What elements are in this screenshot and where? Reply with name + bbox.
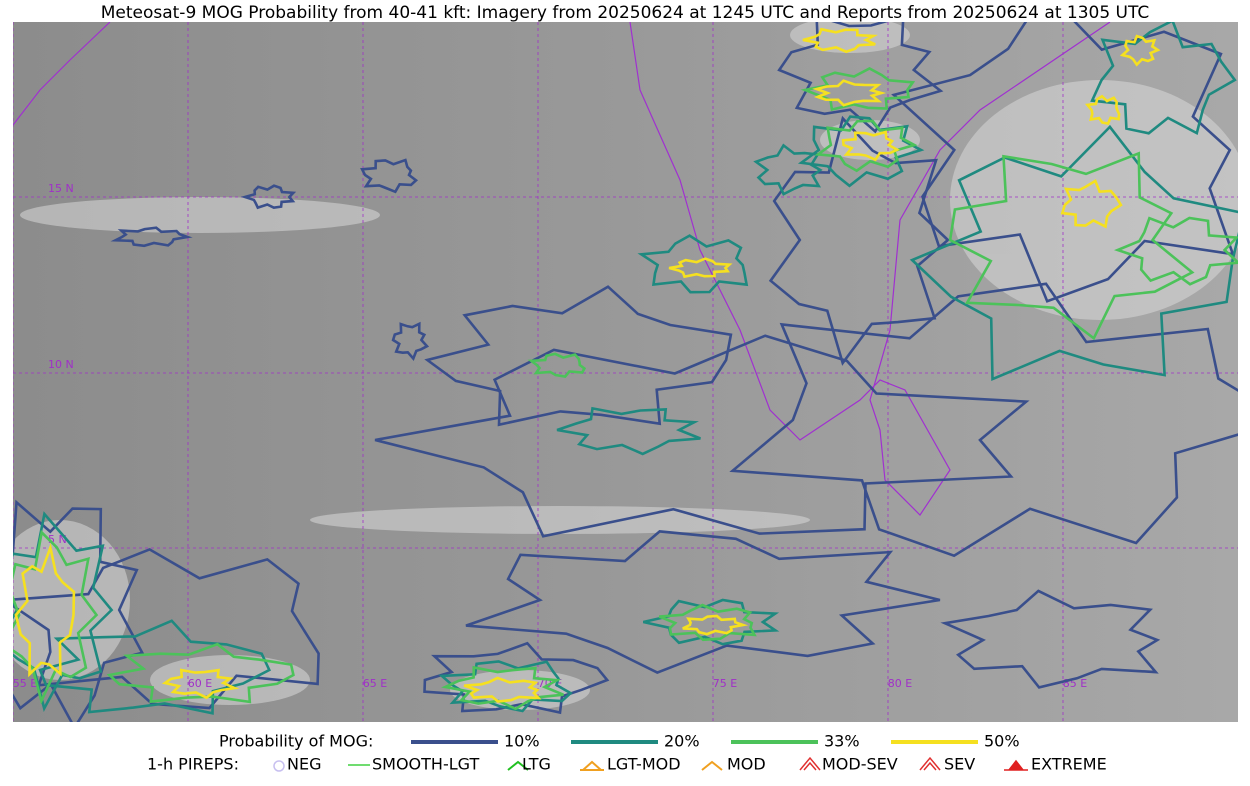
pirep-icon <box>919 756 941 771</box>
lat-label: 10 N <box>48 358 74 371</box>
legend-label: NEG <box>287 755 321 774</box>
contour <box>841 130 900 162</box>
contour <box>240 184 297 210</box>
contour <box>1090 22 1237 136</box>
title: Meteosat-9 MOG Probability from 40-41 kf… <box>101 3 1150 23</box>
lat-label: 15 N <box>48 182 74 195</box>
contour <box>643 598 780 646</box>
contour <box>1085 94 1121 125</box>
contour <box>110 226 193 248</box>
legend-label: LTG <box>522 755 551 774</box>
contour <box>682 614 749 636</box>
contour <box>13 547 320 710</box>
contour <box>441 665 564 711</box>
legend-label: 20% <box>664 732 700 751</box>
legend-label: LGT-MOD <box>607 755 681 774</box>
contour <box>800 67 916 112</box>
contour <box>812 79 887 107</box>
pirep-icon <box>507 760 529 771</box>
coastline <box>13 22 111 126</box>
contour <box>637 234 749 294</box>
legend-label: 10% <box>504 732 540 751</box>
lon-label: 55 E <box>13 677 37 690</box>
contour <box>161 668 240 700</box>
contour <box>940 589 1161 689</box>
legend: Probability of MOG: 1-h PIREPS: 10% 20% 33… <box>147 732 1107 774</box>
contour <box>1060 178 1123 229</box>
contour <box>13 529 99 705</box>
contour <box>527 352 587 379</box>
contour <box>463 676 542 703</box>
contour <box>777 22 944 134</box>
lon-label: 75 E <box>713 677 737 690</box>
legend-label: SEV <box>944 755 975 774</box>
legend-label: 50% <box>984 732 1020 751</box>
contour <box>658 603 757 642</box>
contour <box>13 499 145 722</box>
pirep-icon <box>1004 759 1028 771</box>
map: 15 N10 N5 N55 E 60 E 65 E 70 E 75 E 80 E 85 E <box>13 22 1238 722</box>
legend-title: Probability of MOG: <box>219 732 373 751</box>
lon-label: 80 E <box>888 677 912 690</box>
contour <box>360 158 419 194</box>
pirep-icon <box>799 756 821 771</box>
contour <box>948 151 1195 341</box>
lon-label: 60 E <box>188 677 212 690</box>
contour <box>753 143 823 196</box>
contour <box>465 530 941 675</box>
contour <box>106 642 295 704</box>
pirep-icon <box>701 760 723 771</box>
contour <box>556 406 701 456</box>
pirep-icon <box>580 760 604 771</box>
contour <box>909 124 1238 382</box>
legend-label: 33% <box>824 732 860 751</box>
legend-label: MOD <box>727 755 766 774</box>
contour <box>423 641 610 715</box>
contour <box>668 257 733 279</box>
contour <box>891 22 1235 303</box>
contour <box>374 334 1030 538</box>
pirep-icon <box>273 760 285 772</box>
contour <box>1119 34 1161 67</box>
contour <box>38 619 272 715</box>
contour <box>814 119 918 173</box>
coastline <box>629 22 1111 516</box>
lon-label: 65 E <box>363 677 387 690</box>
legend-label: MOD-SEV <box>822 755 898 774</box>
contour <box>424 285 733 427</box>
contour <box>14 542 76 678</box>
legend-label: EXTREME <box>1031 755 1107 774</box>
legend-label: SMOOTH-LGT <box>372 755 479 774</box>
contour <box>391 321 430 361</box>
legend-title: 1-h PIREPS: <box>147 755 239 774</box>
contour <box>1113 216 1238 286</box>
contour <box>729 282 1238 558</box>
contour <box>802 27 879 54</box>
contour <box>768 115 950 366</box>
